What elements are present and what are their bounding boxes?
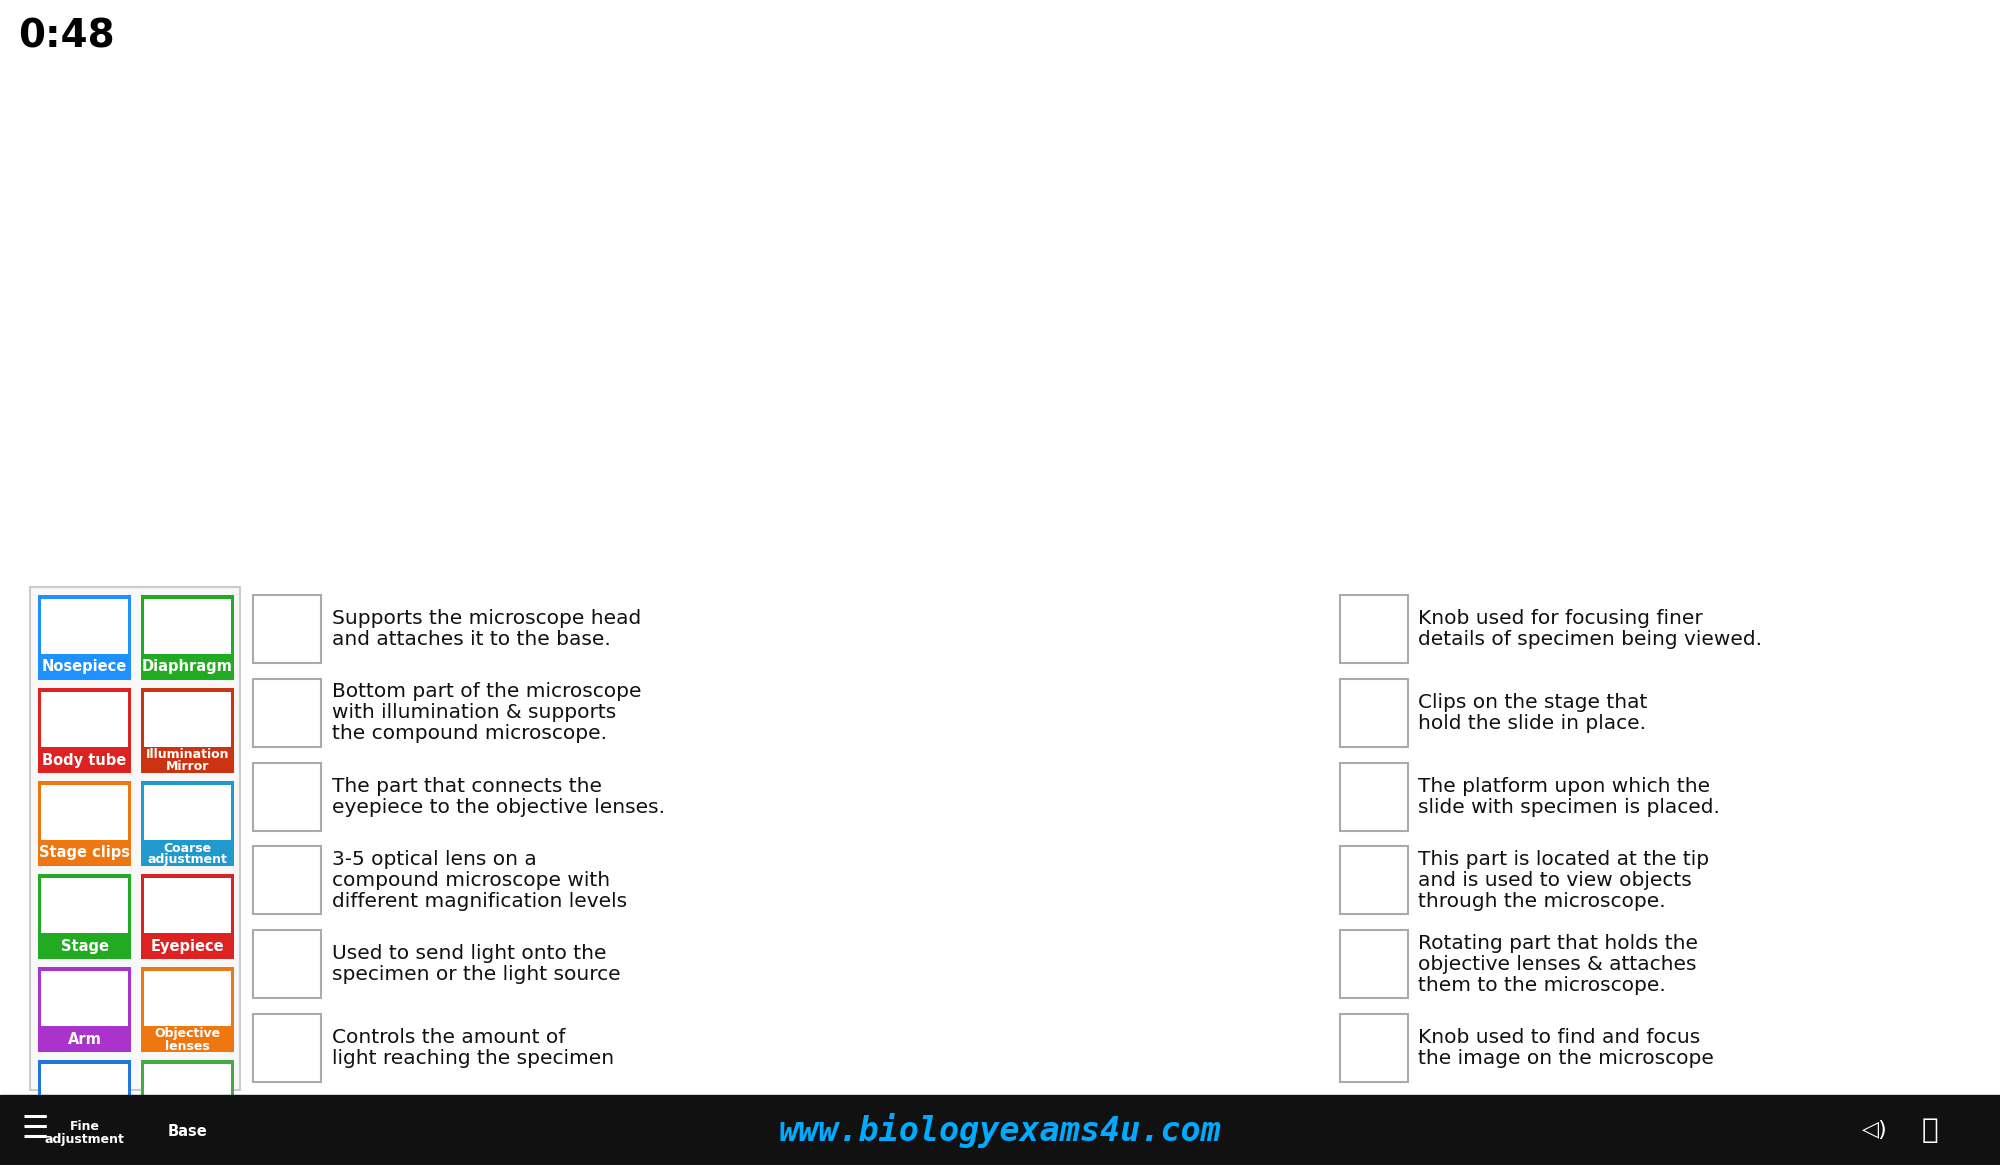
Text: them to the microscope.: them to the microscope. — [1418, 976, 1666, 995]
Bar — [40, 785, 128, 840]
Bar — [38, 874, 132, 959]
Bar — [40, 970, 128, 1026]
Bar — [140, 595, 234, 680]
Bar — [144, 878, 232, 933]
Bar — [1340, 1014, 1408, 1082]
Text: objective lenses & attaches: objective lenses & attaches — [1418, 955, 1696, 974]
Text: Bottom part of the microscope: Bottom part of the microscope — [332, 683, 642, 701]
Bar — [252, 679, 320, 747]
Bar — [140, 967, 234, 1052]
Bar — [30, 587, 240, 1090]
Text: Fine: Fine — [70, 1121, 100, 1134]
Text: 3-5 optical lens on a: 3-5 optical lens on a — [332, 850, 536, 869]
Text: Body tube: Body tube — [42, 753, 126, 768]
Text: Base: Base — [168, 1124, 208, 1139]
Text: Controls the amount of: Controls the amount of — [332, 1028, 566, 1047]
Text: www.biologyexams4u.com: www.biologyexams4u.com — [778, 1113, 1222, 1148]
Text: adjustment: adjustment — [148, 854, 228, 867]
Bar — [144, 599, 232, 654]
Text: different magnification levels: different magnification levels — [332, 892, 628, 911]
Bar — [1340, 595, 1408, 663]
Text: 0:48: 0:48 — [18, 17, 114, 55]
Bar — [144, 970, 232, 1026]
Bar — [252, 763, 320, 831]
Text: eyepiece to the objective lenses.: eyepiece to the objective lenses. — [332, 798, 664, 817]
Text: ◁): ◁) — [1862, 1120, 1888, 1141]
Text: Knob used to find and focus: Knob used to find and focus — [1418, 1028, 1700, 1047]
Bar — [1340, 847, 1408, 915]
Text: details of specimen being viewed.: details of specimen being viewed. — [1418, 630, 1762, 649]
Bar — [252, 595, 320, 663]
Bar — [144, 785, 232, 840]
Text: Stage clips: Stage clips — [40, 846, 130, 861]
Bar — [1340, 763, 1408, 831]
Text: Nosepiece: Nosepiece — [42, 659, 128, 675]
Text: ☰: ☰ — [22, 1116, 48, 1144]
Bar — [144, 1064, 232, 1120]
Text: Illumination: Illumination — [146, 748, 230, 762]
Text: through the microscope.: through the microscope. — [1418, 892, 1666, 911]
Bar — [140, 874, 234, 959]
Bar — [1340, 930, 1408, 998]
Text: the compound microscope.: the compound microscope. — [332, 725, 608, 743]
Text: Supports the microscope head: Supports the microscope head — [332, 609, 642, 628]
Text: ⛶: ⛶ — [1922, 1116, 1938, 1144]
Bar — [38, 1060, 132, 1145]
Text: Objective: Objective — [154, 1028, 220, 1040]
Bar — [140, 781, 234, 866]
Text: Rotating part that holds the: Rotating part that holds the — [1418, 934, 1698, 953]
Text: Knob used for focusing finer: Knob used for focusing finer — [1418, 609, 1702, 628]
Bar — [40, 1064, 128, 1120]
Bar — [252, 1014, 320, 1082]
Text: hold the slide in place.: hold the slide in place. — [1418, 714, 1646, 733]
Bar — [40, 599, 128, 654]
Bar — [252, 847, 320, 915]
Bar — [40, 692, 128, 747]
Text: Eyepiece: Eyepiece — [150, 939, 224, 953]
Text: The part that connects the: The part that connects the — [332, 777, 602, 796]
Text: lenses: lenses — [166, 1039, 210, 1052]
Bar — [144, 692, 232, 747]
Bar — [40, 878, 128, 933]
Bar — [38, 689, 132, 774]
Text: Stage: Stage — [60, 939, 108, 953]
Text: Arm: Arm — [68, 1031, 102, 1046]
Bar — [0, 1095, 2000, 1165]
Bar — [38, 595, 132, 680]
Text: Mirror: Mirror — [166, 761, 210, 774]
Text: the image on the microscope: the image on the microscope — [1418, 1050, 1714, 1068]
Bar — [38, 967, 132, 1052]
Text: The platform upon which the: The platform upon which the — [1418, 777, 1710, 796]
Bar — [1340, 679, 1408, 747]
Bar — [38, 781, 132, 866]
Text: Diaphragm: Diaphragm — [142, 659, 232, 675]
Text: This part is located at the tip: This part is located at the tip — [1418, 850, 1710, 869]
Bar — [252, 930, 320, 998]
Text: light reaching the specimen: light reaching the specimen — [332, 1050, 614, 1068]
Text: slide with specimen is placed.: slide with specimen is placed. — [1418, 798, 1720, 817]
Bar — [140, 1060, 234, 1145]
Text: adjustment: adjustment — [44, 1132, 124, 1145]
Text: specimen or the light source: specimen or the light source — [332, 966, 620, 984]
Text: compound microscope with: compound microscope with — [332, 871, 610, 890]
Text: Clips on the stage that: Clips on the stage that — [1418, 693, 1648, 712]
Text: Used to send light onto the: Used to send light onto the — [332, 945, 606, 963]
Text: and is used to view objects: and is used to view objects — [1418, 871, 1692, 890]
Text: Coarse: Coarse — [164, 841, 212, 854]
Bar — [140, 689, 234, 774]
Text: and attaches it to the base.: and attaches it to the base. — [332, 630, 610, 649]
Text: with illumination & supports: with illumination & supports — [332, 704, 616, 722]
